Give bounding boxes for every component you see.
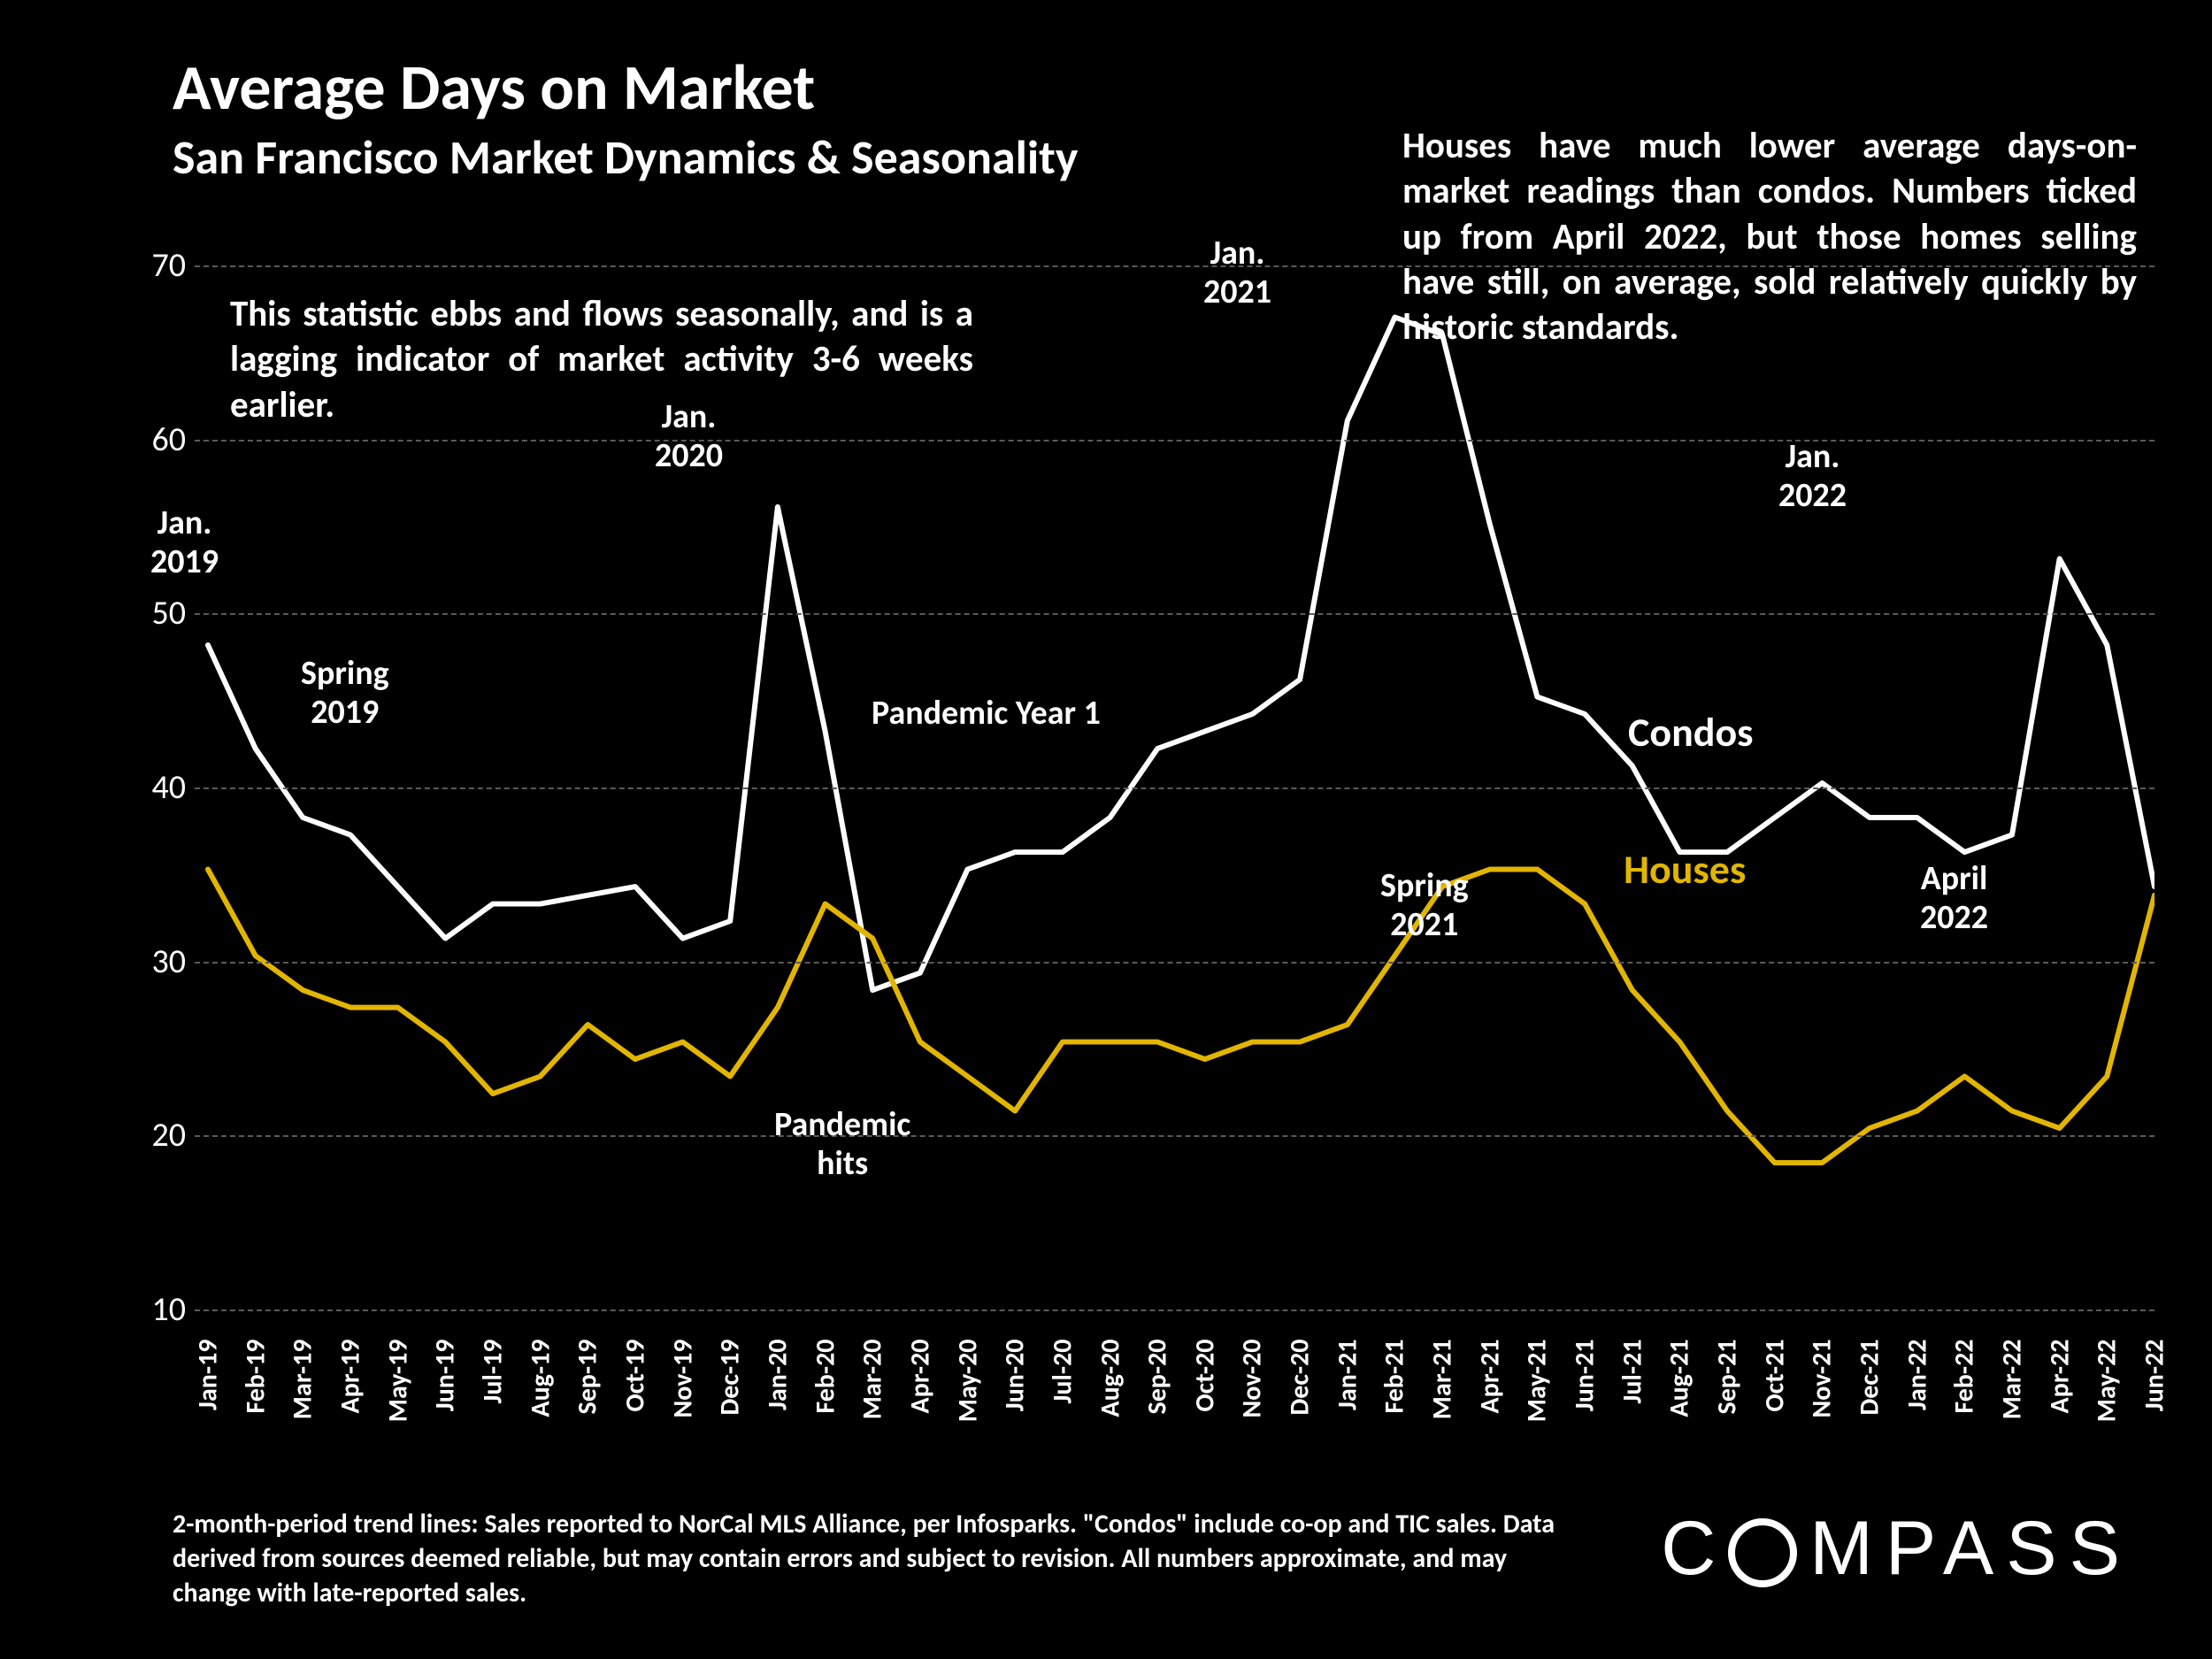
xtick-label: Oct-19 bbox=[618, 1340, 651, 1412]
chart-subtitle: San Francisco Market Dynamics & Seasonal… bbox=[173, 128, 1078, 187]
chart-annotation: April2022 bbox=[1920, 860, 1988, 937]
xtick-label: Apr-19 bbox=[334, 1340, 366, 1414]
ytick-label: 10 bbox=[151, 1289, 186, 1330]
xtick-label: Jul-19 bbox=[476, 1340, 509, 1404]
chart-title: Average Days on Market bbox=[173, 49, 815, 127]
xtick-label: Mar-22 bbox=[1996, 1340, 2029, 1420]
chart-annotation: Jan.2019 bbox=[150, 504, 219, 581]
xtick-label: Feb-20 bbox=[809, 1340, 841, 1414]
logo-suffix: MPASS bbox=[1809, 1505, 2132, 1593]
chart-footnote: 2-month-period trend lines: Sales report… bbox=[173, 1507, 1588, 1610]
xtick-label: Nov-21 bbox=[1806, 1340, 1839, 1418]
xtick-label: Oct-21 bbox=[1758, 1340, 1791, 1412]
xtick-label: Jan-19 bbox=[192, 1340, 225, 1410]
logo-circle-icon bbox=[1728, 1518, 1797, 1587]
xtick-label: Dec-21 bbox=[1854, 1340, 1886, 1416]
chart-plot-area: 10203040506070Jan-19Feb-19Mar-19Apr-19Ma… bbox=[102, 265, 2154, 1310]
chart-annotation: Jan.2022 bbox=[1778, 438, 1847, 515]
xtick-label: Jul-20 bbox=[1046, 1340, 1079, 1404]
xtick-label: May-19 bbox=[381, 1340, 414, 1423]
xtick-label: Mar-20 bbox=[856, 1340, 889, 1420]
gridline bbox=[195, 1310, 2154, 1311]
xtick-label: Jan-20 bbox=[761, 1340, 794, 1410]
xtick-label: Jun-20 bbox=[999, 1340, 1032, 1412]
gridline bbox=[195, 1135, 2154, 1137]
xtick-label: Apr-22 bbox=[2043, 1340, 2076, 1414]
xtick-label: Oct-20 bbox=[1188, 1340, 1221, 1412]
xtick-label: Aug-19 bbox=[524, 1340, 557, 1417]
logo-prefix: C bbox=[1661, 1505, 1728, 1593]
chart-annotation: Pandemic Year 1 bbox=[872, 695, 1101, 733]
ytick-label: 70 bbox=[151, 245, 186, 286]
xtick-label: Jun-19 bbox=[429, 1340, 462, 1412]
ytick-label: 60 bbox=[151, 419, 186, 460]
xtick-label: Aug-21 bbox=[1663, 1340, 1696, 1417]
chart-annotation: Pandemichits bbox=[774, 1106, 910, 1183]
xtick-label: Jul-21 bbox=[1616, 1340, 1648, 1404]
series-line-condos bbox=[208, 318, 2154, 991]
ytick-label: 50 bbox=[151, 593, 186, 634]
xtick-label: Feb-19 bbox=[239, 1340, 272, 1414]
gridline bbox=[195, 787, 2154, 789]
xtick-label: Jun-21 bbox=[1569, 1340, 1601, 1412]
ytick-label: 40 bbox=[151, 767, 186, 808]
xtick-label: Feb-21 bbox=[1379, 1340, 1411, 1414]
xtick-label: Sep-20 bbox=[1141, 1340, 1174, 1415]
gridline bbox=[195, 962, 2154, 964]
ytick-label: 20 bbox=[151, 1115, 186, 1156]
chart-annotation: Jan.2020 bbox=[655, 398, 723, 475]
xtick-label: Dec-19 bbox=[714, 1340, 747, 1416]
xtick-label: Apr-20 bbox=[903, 1340, 936, 1414]
chart-annotation: Jan.2021 bbox=[1203, 234, 1271, 311]
xtick-label: Nov-19 bbox=[666, 1340, 699, 1418]
xtick-label: Dec-20 bbox=[1284, 1340, 1317, 1416]
series-label-condos: Condos bbox=[1628, 708, 1754, 757]
compass-logo: C MPASS bbox=[1661, 1505, 2132, 1593]
xtick-label: Nov-20 bbox=[1236, 1340, 1269, 1418]
series-label-houses: Houses bbox=[1624, 845, 1746, 895]
xtick-label: Mar-21 bbox=[1426, 1340, 1459, 1420]
xtick-label: Sep-21 bbox=[1711, 1340, 1744, 1415]
ytick-label: 30 bbox=[151, 941, 186, 982]
xtick-label: Feb-22 bbox=[1948, 1340, 1981, 1414]
xtick-label: Aug-20 bbox=[1094, 1340, 1126, 1417]
xtick-label: May-20 bbox=[951, 1340, 984, 1423]
xtick-label: Jan-22 bbox=[1901, 1340, 1933, 1410]
xtick-label: Mar-19 bbox=[287, 1340, 319, 1420]
chart-annotation: Spring2019 bbox=[301, 655, 389, 732]
gridline bbox=[195, 613, 2154, 615]
xtick-label: Jan-21 bbox=[1331, 1340, 1363, 1410]
xtick-label: May-21 bbox=[1521, 1340, 1554, 1423]
gridline bbox=[195, 440, 2154, 442]
xtick-label: May-22 bbox=[2091, 1340, 2124, 1423]
series-line-houses bbox=[208, 870, 2154, 1164]
xtick-label: Sep-19 bbox=[572, 1340, 604, 1415]
chart-annotation: Spring2021 bbox=[1380, 867, 1469, 944]
xtick-label: Jun-22 bbox=[2139, 1340, 2171, 1412]
gridline bbox=[195, 265, 2154, 267]
xtick-label: Apr-21 bbox=[1473, 1340, 1506, 1414]
